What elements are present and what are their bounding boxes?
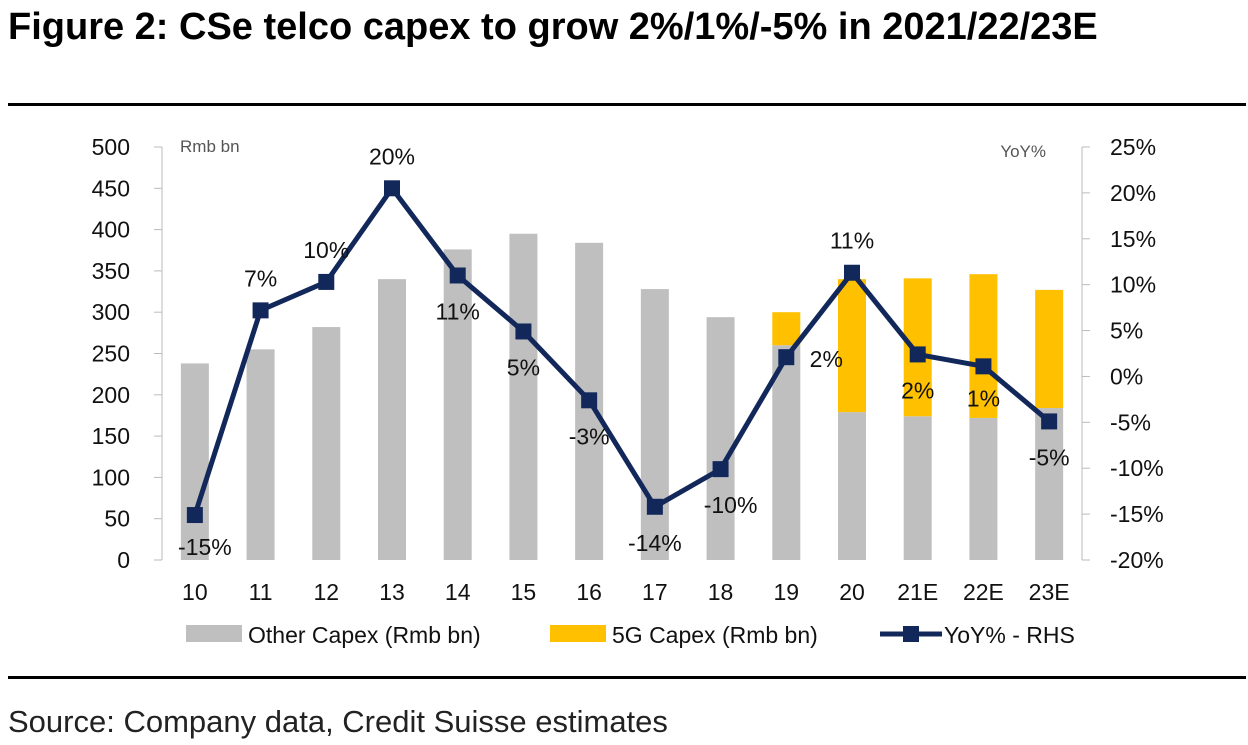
x-tick-label: 23E (1029, 579, 1070, 605)
yoy-marker (186, 507, 203, 524)
yoy-data-label: 2% (810, 346, 843, 372)
yoy-marker (646, 498, 663, 515)
yoy-marker (252, 302, 269, 319)
source-note: Source: Company data, Credit Suisse esti… (8, 704, 668, 739)
yoy-marker (844, 264, 860, 281)
bar-other-capex (1035, 408, 1064, 560)
legend-swatch-other (186, 625, 242, 642)
yoy-data-label: 11% (830, 228, 874, 254)
right-tick-label: -15% (1110, 501, 1164, 527)
yoy-marker (712, 461, 729, 478)
legend-label-yoy: YoY% - RHS (944, 622, 1075, 648)
right-tick-label: 25% (1110, 134, 1156, 160)
yoy-data-label: -5% (1029, 444, 1070, 470)
x-tick-label: 10 (182, 579, 208, 605)
legend-label-5g: 5G Capex (Rmb bn) (612, 622, 818, 648)
top-rule (8, 103, 1246, 106)
yoy-data-label: 1% (967, 385, 1000, 411)
bar-5g-capex (838, 279, 866, 413)
bar-other-capex (443, 249, 472, 560)
right-unit-label: YoY% (1000, 142, 1046, 161)
yoy-data-label: -14% (628, 530, 682, 556)
right-tick-label: 20% (1110, 180, 1156, 206)
yoy-marker (909, 346, 926, 363)
yoy-marker (384, 180, 400, 197)
bar-other-capex (706, 317, 735, 560)
bar-other-capex (378, 279, 406, 560)
bar-other-capex (180, 363, 209, 560)
right-tick-label: 10% (1110, 272, 1156, 298)
yoy-data-label: 11% (436, 298, 480, 324)
left-unit-label: Rmb bn (180, 137, 240, 156)
yoy-data-label: -3% (569, 423, 610, 449)
yoy-data-label: -10% (704, 492, 758, 518)
yoy-line (192, 185, 1051, 516)
right-tick-label: 15% (1110, 226, 1156, 252)
left-tick-label: 250 (92, 341, 130, 367)
yoy-marker (778, 349, 795, 366)
right-tick-label: -10% (1110, 455, 1164, 481)
x-tick-label: 14 (445, 579, 471, 605)
bar-other-capex (772, 345, 801, 560)
x-tick-label: 11 (249, 579, 273, 605)
x-tick-label: 17 (642, 579, 668, 605)
bar-other-capex (838, 412, 866, 560)
yoy-data-label: -15% (178, 534, 232, 560)
x-tick-label: 19 (773, 579, 799, 605)
right-tick-label: 5% (1110, 318, 1143, 344)
left-tick-label: 450 (92, 175, 130, 201)
yoy-data-label: 20% (369, 143, 415, 169)
x-tick-label: 13 (379, 579, 405, 605)
yoy-marker (1041, 413, 1058, 430)
yoy-data-label: 7% (244, 265, 277, 291)
yoy-data-label: 5% (507, 354, 540, 380)
legend-marker-yoy (903, 626, 919, 642)
bar-other-capex (969, 417, 998, 560)
bar-5g-capex (969, 274, 998, 418)
bar-other-capex (903, 416, 932, 560)
left-tick-label: 500 (92, 134, 130, 160)
right-tick-label: -20% (1110, 547, 1164, 573)
yoy-data-label: 2% (901, 377, 934, 403)
left-tick-label: 350 (92, 258, 130, 284)
bar-5g-capex (1035, 289, 1064, 409)
x-tick-label: 16 (576, 579, 602, 605)
bottom-rule (8, 676, 1246, 679)
x-tick-label: 20 (839, 579, 865, 605)
bar-other-capex (509, 233, 538, 561)
yoy-data-label: 10% (303, 237, 349, 263)
yoy-marker (318, 273, 335, 290)
legend-label-other: Other Capex (Rmb bn) (248, 622, 481, 648)
left-tick-label: 200 (92, 382, 130, 408)
left-tick-label: 150 (92, 423, 130, 449)
left-tick-label: 400 (92, 217, 130, 243)
bar-other-capex (640, 289, 669, 560)
yoy-marker (449, 267, 466, 284)
x-tick-label: 15 (511, 579, 537, 605)
yoy-marker (581, 392, 598, 409)
left-tick-label: 50 (104, 506, 130, 532)
legend-swatch-5g (550, 625, 606, 642)
left-tick-label: 100 (92, 464, 130, 490)
chart-title: Figure 2: CSe telco capex to grow 2%/1%/… (8, 6, 1098, 48)
x-tick-label: 21E (897, 579, 938, 605)
x-tick-label: 12 (313, 579, 339, 605)
bar-other-capex (246, 349, 275, 560)
yoy-marker (975, 358, 992, 375)
x-tick-label: 18 (708, 579, 734, 605)
yoy-marker (515, 323, 532, 340)
left-tick-label: 300 (92, 299, 130, 325)
right-tick-label: -5% (1110, 409, 1151, 435)
x-tick-label: 22E (963, 579, 1004, 605)
left-tick-label: 0 (117, 547, 130, 573)
right-tick-label: 0% (1110, 363, 1143, 389)
bar-other-capex (312, 327, 341, 560)
bar-5g-capex (772, 312, 801, 346)
